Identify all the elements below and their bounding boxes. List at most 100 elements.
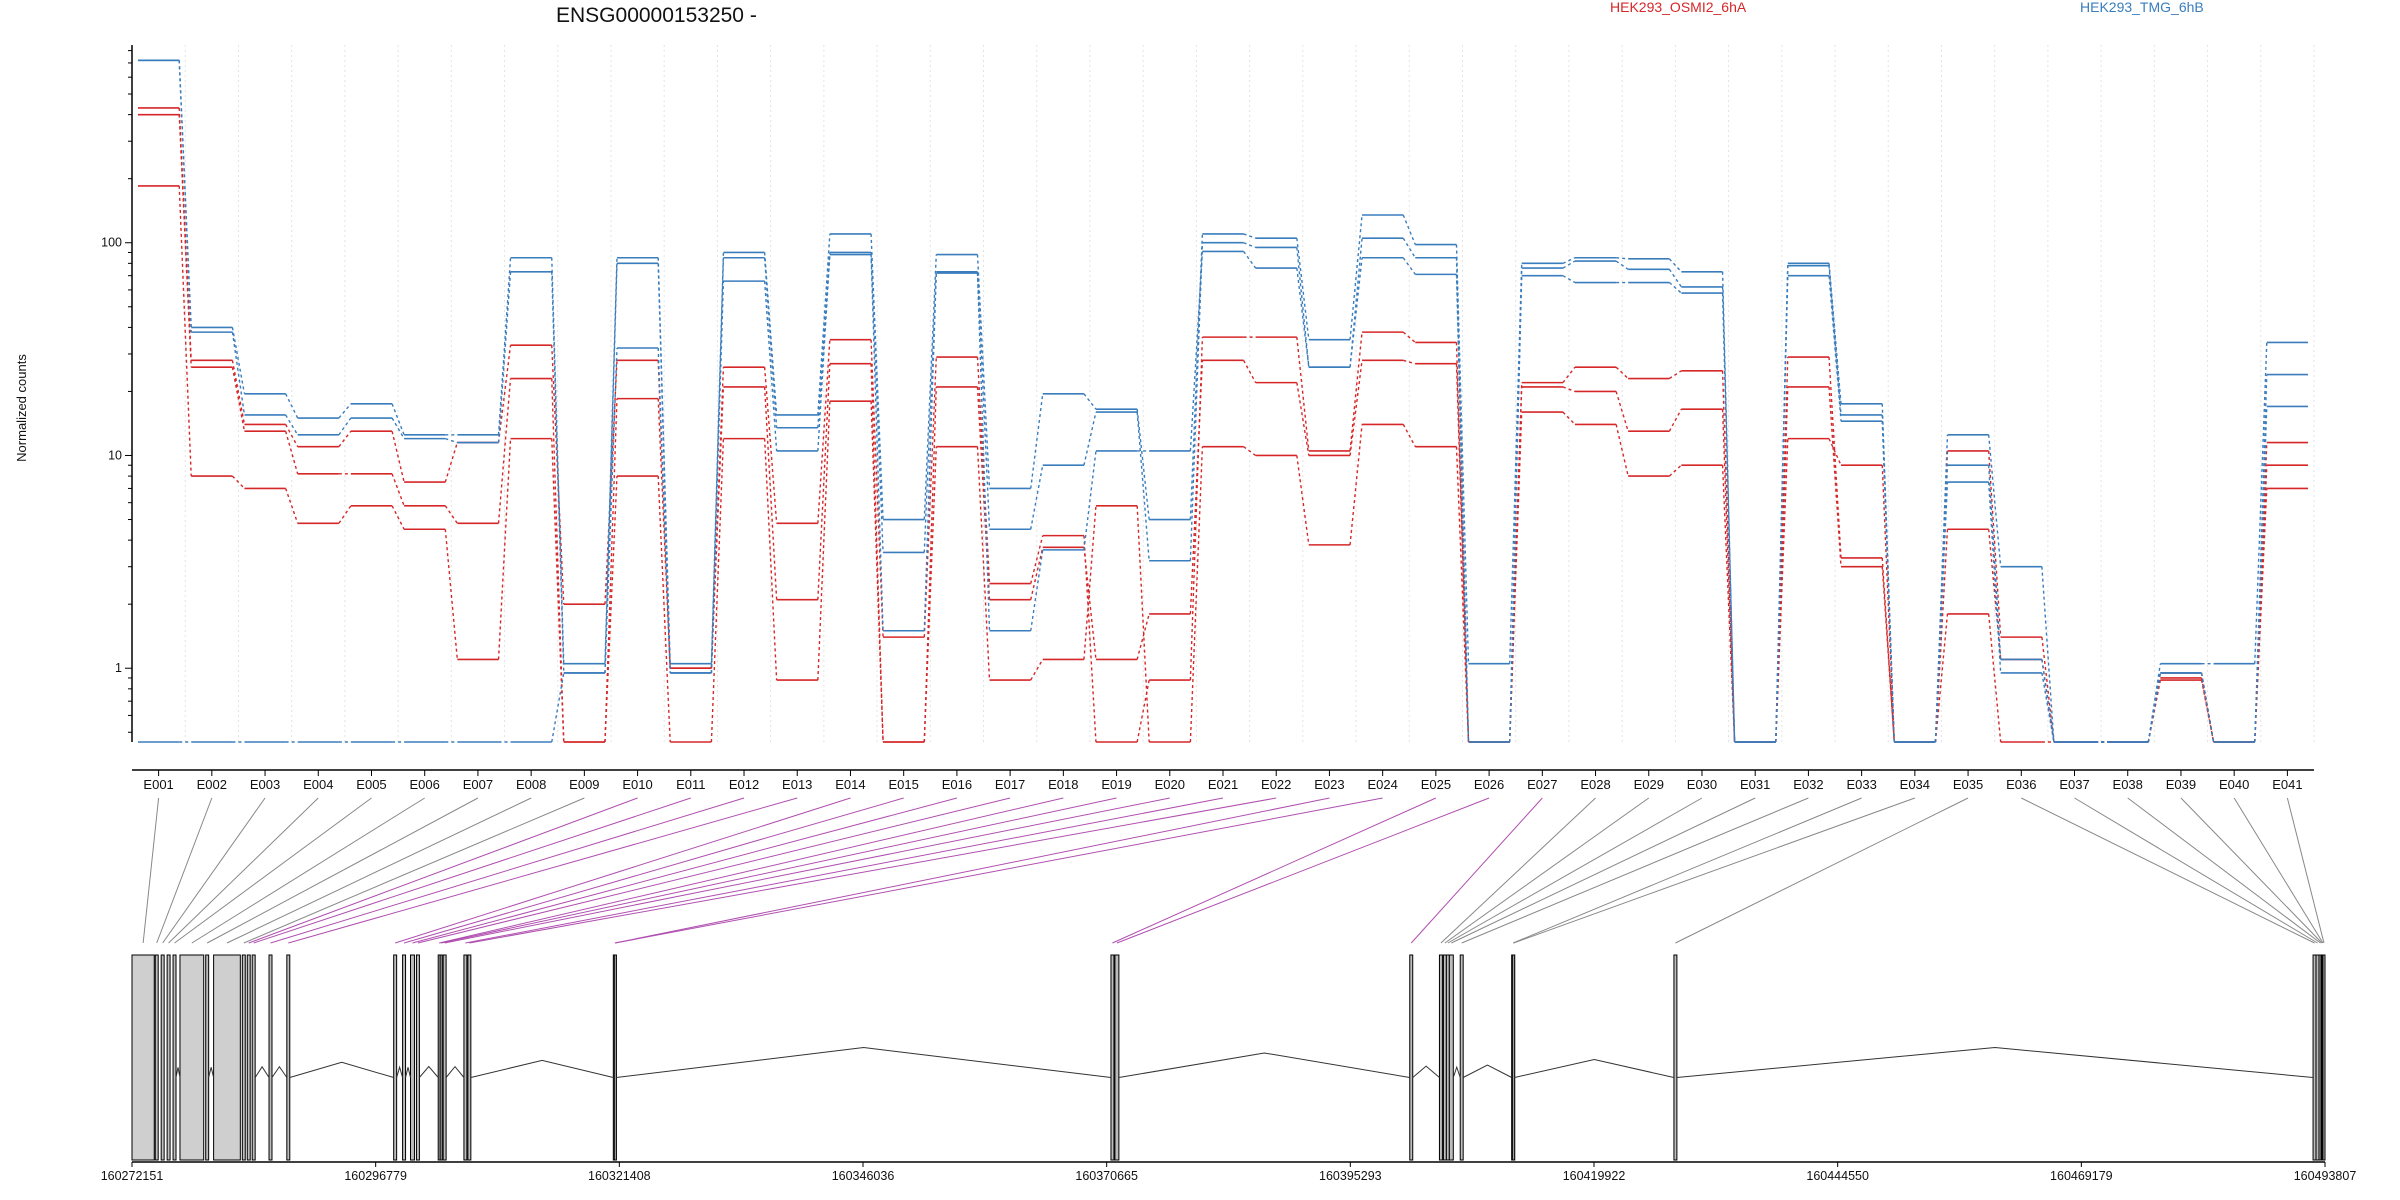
data-transition <box>657 263 671 673</box>
exon-label: E013 <box>782 777 812 792</box>
intron-line <box>1118 1052 1410 1078</box>
data-transition <box>1243 233 1256 239</box>
genomic-tick-label: 160493807 <box>2294 1169 2357 1183</box>
y-axis: 1 10 100 <box>101 45 133 742</box>
data-transition <box>1030 393 1044 489</box>
exon-block <box>246 954 251 1161</box>
data-transition <box>1402 424 1416 448</box>
data-transition <box>1775 386 1789 743</box>
data-transition <box>1455 342 1470 743</box>
series-1 <box>138 113 2308 743</box>
intron-line <box>445 1065 465 1078</box>
exon-connector <box>395 797 851 944</box>
exon-block <box>1438 954 1443 1161</box>
intron-line <box>396 1065 404 1078</box>
intron-line <box>289 1061 394 1078</box>
data-transition <box>1721 465 1736 743</box>
exon-label: E017 <box>995 777 1025 792</box>
exon-label: E021 <box>1208 777 1238 792</box>
data-transition <box>1455 244 1470 664</box>
exon-label: E034 <box>1900 777 1930 792</box>
genomic-tick-label: 160272151 <box>101 1169 164 1183</box>
exon-connectors <box>142 797 2325 944</box>
genomic-tick-label: 160444550 <box>1806 1169 1869 1183</box>
data-transition <box>444 529 459 660</box>
exon-connector <box>1512 797 1862 944</box>
data-transition <box>1083 505 1097 660</box>
exon-block <box>442 954 447 1161</box>
genomic-tick-label: 160321408 <box>588 1169 651 1183</box>
data-transition <box>1987 434 2002 567</box>
data-transition <box>551 345 565 605</box>
exon-block <box>160 954 165 1161</box>
exon-connector <box>444 797 1170 944</box>
data-transition <box>1136 679 1150 743</box>
exon-connector <box>248 797 638 944</box>
data-transition <box>1296 247 1310 368</box>
exon-connector <box>1513 797 1916 944</box>
data-transition <box>285 424 299 448</box>
intron-line <box>616 1046 1112 1078</box>
data-transition <box>1402 214 1416 245</box>
data-transition <box>1828 275 1842 422</box>
data-transition <box>231 332 246 416</box>
exon-block <box>1459 954 1464 1161</box>
exon-block <box>286 954 291 1161</box>
exon-label: E039 <box>2166 777 2196 792</box>
data-transition <box>1083 547 1097 660</box>
exon-label: E001 <box>143 777 173 792</box>
data-transition <box>284 488 299 524</box>
data-transition <box>1934 482 1949 743</box>
data-transition <box>231 360 246 425</box>
data-transition <box>1403 359 1416 365</box>
data-transition <box>551 271 565 673</box>
data-transition <box>178 107 192 361</box>
data-transition <box>1509 263 1523 664</box>
exon-label: E002 <box>197 777 227 792</box>
exon-connector <box>142 797 160 944</box>
exon-connector <box>1116 797 1490 944</box>
exon-label: E032 <box>1793 777 1823 792</box>
exon-connector <box>288 797 798 944</box>
exon-connector <box>270 797 745 944</box>
exon-label: E014 <box>835 777 865 792</box>
exon-label: E011 <box>676 777 705 792</box>
exon-label: E033 <box>1846 777 1876 792</box>
data-transition <box>1189 446 1204 743</box>
intron-line <box>271 1065 288 1078</box>
exon-label: E009 <box>569 777 599 792</box>
intron-line <box>254 1065 270 1078</box>
exon-connector <box>168 797 319 944</box>
exon-connector <box>1112 797 1437 944</box>
exon-block <box>251 954 256 1161</box>
data-transition <box>1615 424 1629 477</box>
data-transition <box>1402 331 1416 343</box>
data-transition <box>285 414 299 436</box>
genomic-axis: 160272151 160296779 160321408 160346036 1603… <box>101 1161 2357 1183</box>
data-transition <box>870 252 884 553</box>
exon-connector <box>469 797 1277 944</box>
data-transition <box>1987 450 2002 638</box>
exon-connector <box>243 797 585 944</box>
data-transition <box>2254 406 2268 743</box>
exon-connector <box>174 797 372 944</box>
data-transition <box>1030 547 1044 600</box>
data-transition <box>497 378 512 524</box>
exon-label: E015 <box>888 777 918 792</box>
exon-connector <box>1461 797 1809 944</box>
data-transition <box>1509 386 1523 743</box>
exon-connector <box>1675 797 1969 944</box>
data-transition <box>1349 257 1363 368</box>
data-transition <box>1987 482 2002 674</box>
series-3 <box>138 59 2308 743</box>
data-transition <box>817 254 831 452</box>
intron-line <box>208 1067 215 1078</box>
data-transition <box>923 254 937 520</box>
exon-connector <box>2233 797 2324 944</box>
chart-title: ENSG00000153250 - <box>556 4 757 27</box>
exon-block <box>415 954 420 1161</box>
exon-connector <box>403 797 904 944</box>
data-transition <box>604 347 618 673</box>
data-transition <box>604 257 618 664</box>
exon-label: E012 <box>729 777 759 792</box>
